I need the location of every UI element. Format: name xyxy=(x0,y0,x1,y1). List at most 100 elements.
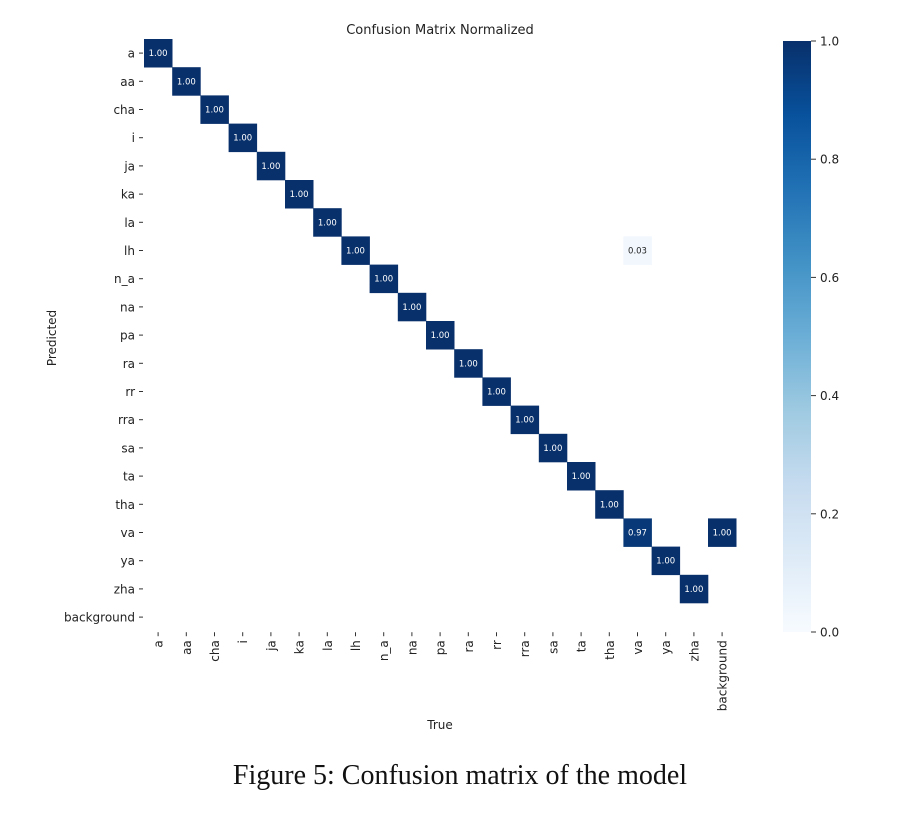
x-tick-label: ta xyxy=(575,640,589,652)
x-tick-label: background xyxy=(716,640,730,711)
heatmap-cell-rra-rra xyxy=(510,405,540,435)
x-tick-label: cha xyxy=(208,640,222,662)
x-tick-label: ya xyxy=(659,640,673,654)
heatmap-cells: 1.00 1.00 1.00 1.00 1.00 1.00 1.00 1.00 0.03 1.00… xyxy=(144,39,737,604)
cell-value-label: 1.00 xyxy=(318,218,337,228)
x-tick-label: a xyxy=(152,640,166,647)
colorbar-tick-label: 0.6 xyxy=(820,271,839,285)
colorbar xyxy=(783,41,811,632)
y-tick-label: sa xyxy=(121,441,135,455)
heatmap-cell-ka-ka xyxy=(285,180,314,209)
cell-value-label: 1.00 xyxy=(543,444,562,454)
heatmap-cell-va-va xyxy=(623,518,652,547)
y-tick-label: rra xyxy=(118,413,135,427)
x-axis-label: True xyxy=(426,718,453,732)
cell-value-label: 1.00 xyxy=(600,500,619,510)
x-tick-label: sa xyxy=(546,640,560,654)
x-tick-label: aa xyxy=(180,640,194,655)
x-tick-label: ja xyxy=(264,640,278,652)
x-tick-label: na xyxy=(405,640,419,655)
heatmap-cell-lh-lh xyxy=(341,236,370,265)
y-tick-label: ta xyxy=(123,470,135,484)
x-tick-label: lh xyxy=(349,640,363,651)
cell-value-label: 1.00 xyxy=(233,134,252,144)
y-tick-label: tha xyxy=(115,498,135,512)
x-tick-label: zha xyxy=(687,640,701,661)
cell-value-label: 1.00 xyxy=(346,247,365,257)
y-tick-label: i xyxy=(132,131,135,145)
y-tick-label: ka xyxy=(121,188,135,202)
x-tick-label: rra xyxy=(518,640,532,657)
x-tick-label: tha xyxy=(603,640,617,660)
x-tick-label: rr xyxy=(490,640,504,650)
colorbar-tick-label: 0.8 xyxy=(820,153,839,167)
heatmap-cell-ja-ja xyxy=(256,151,286,181)
cell-value-label: 1.00 xyxy=(374,275,393,285)
cell-value-label: 1.00 xyxy=(713,529,732,539)
heatmap-cell-lh-va xyxy=(623,236,652,265)
heatmap-cell-i-i xyxy=(228,123,258,153)
cell-value-label: 1.00 xyxy=(459,359,478,369)
heatmap-cell-ra-ra xyxy=(454,349,483,378)
heatmap-cell-ta-ta xyxy=(567,462,596,491)
cell-value-label: 1.00 xyxy=(177,77,196,87)
y-tick-label: aa xyxy=(120,75,135,89)
heatmap-cell-rr-rr xyxy=(482,377,511,406)
cell-value-label: 1.00 xyxy=(656,557,675,567)
cell-value-label: 1.00 xyxy=(515,416,534,426)
x-tick-label: ka xyxy=(293,640,307,654)
y-tick-label: rr xyxy=(125,385,135,399)
heatmap-cell-cha-cha xyxy=(200,95,229,124)
x-tick-label: i xyxy=(236,640,250,643)
x-tick-label: la xyxy=(321,640,335,651)
heatmap-cell-na-na xyxy=(397,292,427,322)
figure-caption: Figure 5: Confusion matrix of the model xyxy=(232,760,688,791)
y-tick-label: background xyxy=(64,611,135,625)
y-tick-label: va xyxy=(121,526,135,540)
cell-value-label: 1.00 xyxy=(684,585,703,595)
colorbar-tick-label: 0.4 xyxy=(820,389,839,403)
x-tick-label: n_a xyxy=(377,640,391,661)
heatmap-cell-la-la xyxy=(313,208,342,237)
heatmap-cell-pa-pa xyxy=(426,321,455,350)
y-tick-label: la xyxy=(124,216,135,230)
cell-value-label: 1.00 xyxy=(402,303,421,313)
y-tick-label: n_a xyxy=(114,272,135,286)
y-axis-label: Predicted xyxy=(45,310,59,366)
y-tick-label: na xyxy=(120,300,135,314)
heatmap-cell-va-background xyxy=(708,518,737,547)
colorbar-tick-label: 0.2 xyxy=(820,507,839,521)
colorbar-tick-label: 1.0 xyxy=(820,35,839,49)
y-tick-label: zha xyxy=(114,582,135,596)
heatmap-cell-aa-aa xyxy=(172,67,201,96)
y-tick-label: pa xyxy=(120,329,135,343)
heatmap-cell-n_a-n_a xyxy=(369,264,399,294)
cell-value-label: 1.00 xyxy=(572,472,591,482)
y-tick-label: ya xyxy=(121,554,135,568)
y-axis-ticks: aaachaijakalalhn_anapararrrrasatathavaya… xyxy=(64,47,143,625)
cell-value-label: 1.00 xyxy=(149,49,168,59)
heatmap-cell-sa-sa xyxy=(538,433,568,463)
x-axis-ticks: a aa cha i ja ka la lh n_a na pa ra rr rra sa ta tha va ya… xyxy=(152,632,730,711)
y-tick-label: a xyxy=(128,47,135,61)
heatmap-cell-tha-tha xyxy=(595,490,624,519)
y-tick-label: lh xyxy=(124,244,135,258)
y-tick-label: ra xyxy=(123,357,135,371)
x-tick-label: ra xyxy=(462,640,476,652)
cell-value-label: 0.97 xyxy=(628,529,647,539)
cell-value-label: 1.00 xyxy=(205,106,224,116)
chart-title: Confusion Matrix Normalized xyxy=(346,23,534,38)
x-tick-label: pa xyxy=(434,640,448,655)
cell-value-label: 1.00 xyxy=(487,388,506,398)
heatmap-cell-ya-ya xyxy=(651,546,681,576)
y-tick-label: ja xyxy=(123,159,135,173)
cell-value-label: 1.00 xyxy=(290,190,309,200)
heatmap-cell-zha-zha xyxy=(679,574,709,604)
cell-value-label: 0.03 xyxy=(628,247,647,257)
colorbar-tick-label: 0.0 xyxy=(820,626,839,640)
heatmap-cell-a-a xyxy=(144,39,173,68)
y-tick-label: cha xyxy=(113,103,135,117)
colorbar-ticks: 0.0 0.2 0.4 0.6 0.8 1.0 xyxy=(811,35,839,640)
cell-value-label: 1.00 xyxy=(431,331,450,341)
